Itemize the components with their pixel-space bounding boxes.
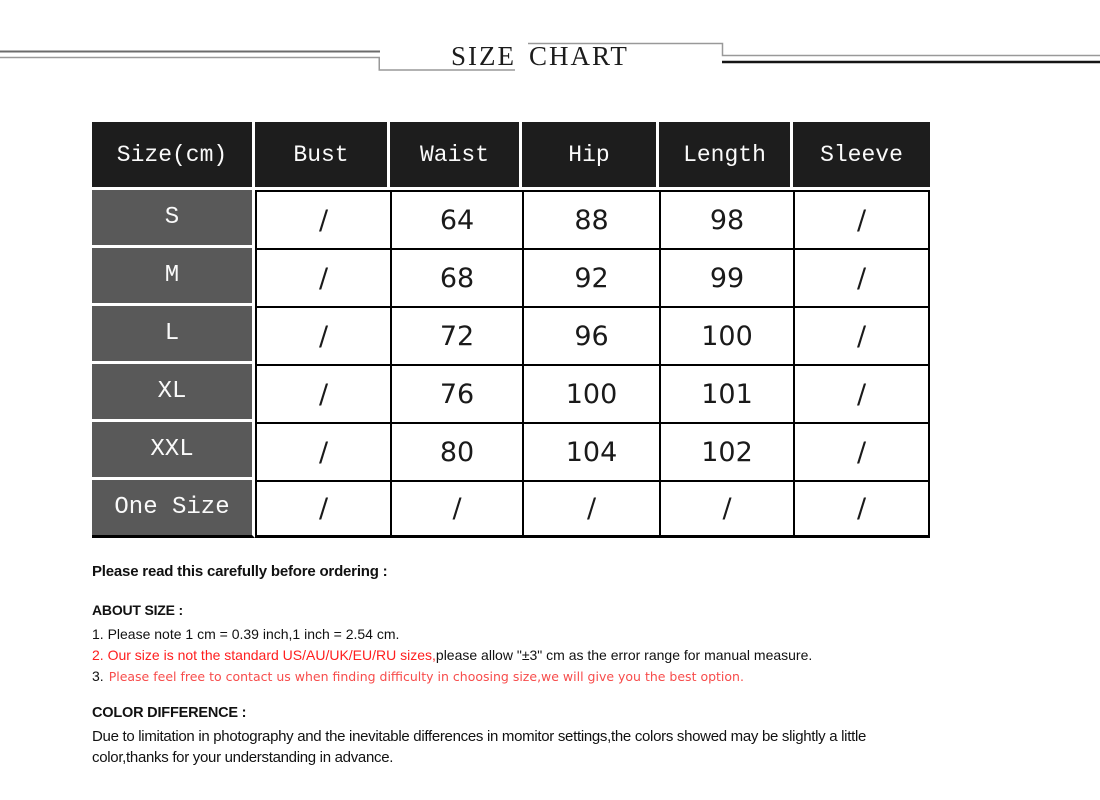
col-header-length: Length [659, 122, 793, 190]
page-title: SIZE CHART [451, 42, 629, 70]
col-header-size: Size(cm) [92, 122, 255, 190]
table-cell: 101 [659, 364, 793, 422]
table-cell: / [659, 480, 793, 538]
table-cell: / [793, 422, 930, 480]
table-cell: / [390, 480, 522, 538]
table-cell: 72 [390, 306, 522, 364]
table-cell: 76 [390, 364, 522, 422]
col-header-sleeve: Sleeve [793, 122, 930, 190]
table-cell: / [793, 306, 930, 364]
table-cell: / [255, 480, 390, 538]
table-cell: / [522, 480, 659, 538]
notes-intro: Please read this carefully before orderi… [92, 563, 388, 580]
table-cell: / [793, 364, 930, 422]
table-cell: / [793, 248, 930, 306]
title-word-size: SIZE [451, 41, 516, 71]
note-item-2-black-text: please allow "±3" cm as the error range … [435, 647, 813, 663]
table-cell: / [255, 306, 390, 364]
color-difference-line2: color,thanks for your understanding in a… [92, 749, 394, 766]
table-cell: 68 [390, 248, 522, 306]
note-item-3: 3. Please feel free to contact us when fi… [92, 666, 1022, 687]
table-cell: 104 [522, 422, 659, 480]
table-cell: 96 [522, 306, 659, 364]
table-cell: 88 [522, 190, 659, 248]
note-item-2: 2. Our size is not the standard US/AU/UK… [92, 645, 1022, 666]
table-cell: 102 [659, 422, 793, 480]
table-cell: / [793, 480, 930, 538]
table-cell: 100 [659, 306, 793, 364]
header-divider-lines [0, 42, 1100, 71]
row-label-l: L [92, 306, 255, 364]
table-cell: 99 [659, 248, 793, 306]
note-item-3-number: 3. [92, 668, 104, 684]
table-cell: / [255, 248, 390, 306]
row-label-one-size: One Size [92, 480, 255, 538]
table-cell: 80 [390, 422, 522, 480]
about-size-heading: ABOUT SIZE : [92, 602, 183, 618]
col-header-hip: Hip [522, 122, 659, 190]
notes-section: Please read this carefully before orderi… [92, 563, 1022, 768]
col-header-bust: Bust [255, 122, 390, 190]
note-item-3-red-text: Please feel free to contact us when find… [108, 669, 744, 684]
note-item-2-red-text: 2. Our size is not the standard US/AU/UK… [92, 647, 436, 663]
table-cell: 98 [659, 190, 793, 248]
row-label-xl: XL [92, 364, 255, 422]
title-word-chart: CHART [529, 41, 629, 71]
col-header-waist: Waist [390, 122, 522, 190]
table-cell: 100 [522, 364, 659, 422]
table-cell: / [793, 190, 930, 248]
table-cell: / [255, 190, 390, 248]
note-item-1: 1. Please note 1 cm = 0.39 inch,1 inch =… [92, 626, 400, 642]
color-difference-heading: COLOR DIFFERENCE : [92, 705, 247, 721]
table-cell: / [255, 422, 390, 480]
row-label-xxl: XXL [92, 422, 255, 480]
size-table: Size(cm) Bust Waist Hip Length Sleeve S … [92, 122, 930, 538]
table-cell: 64 [390, 190, 522, 248]
color-difference-line1: Due to limitation in photography and the… [92, 728, 867, 745]
row-label-m: M [92, 248, 255, 306]
table-cell: / [255, 364, 390, 422]
row-label-s: S [92, 190, 255, 248]
table-cell: 92 [522, 248, 659, 306]
